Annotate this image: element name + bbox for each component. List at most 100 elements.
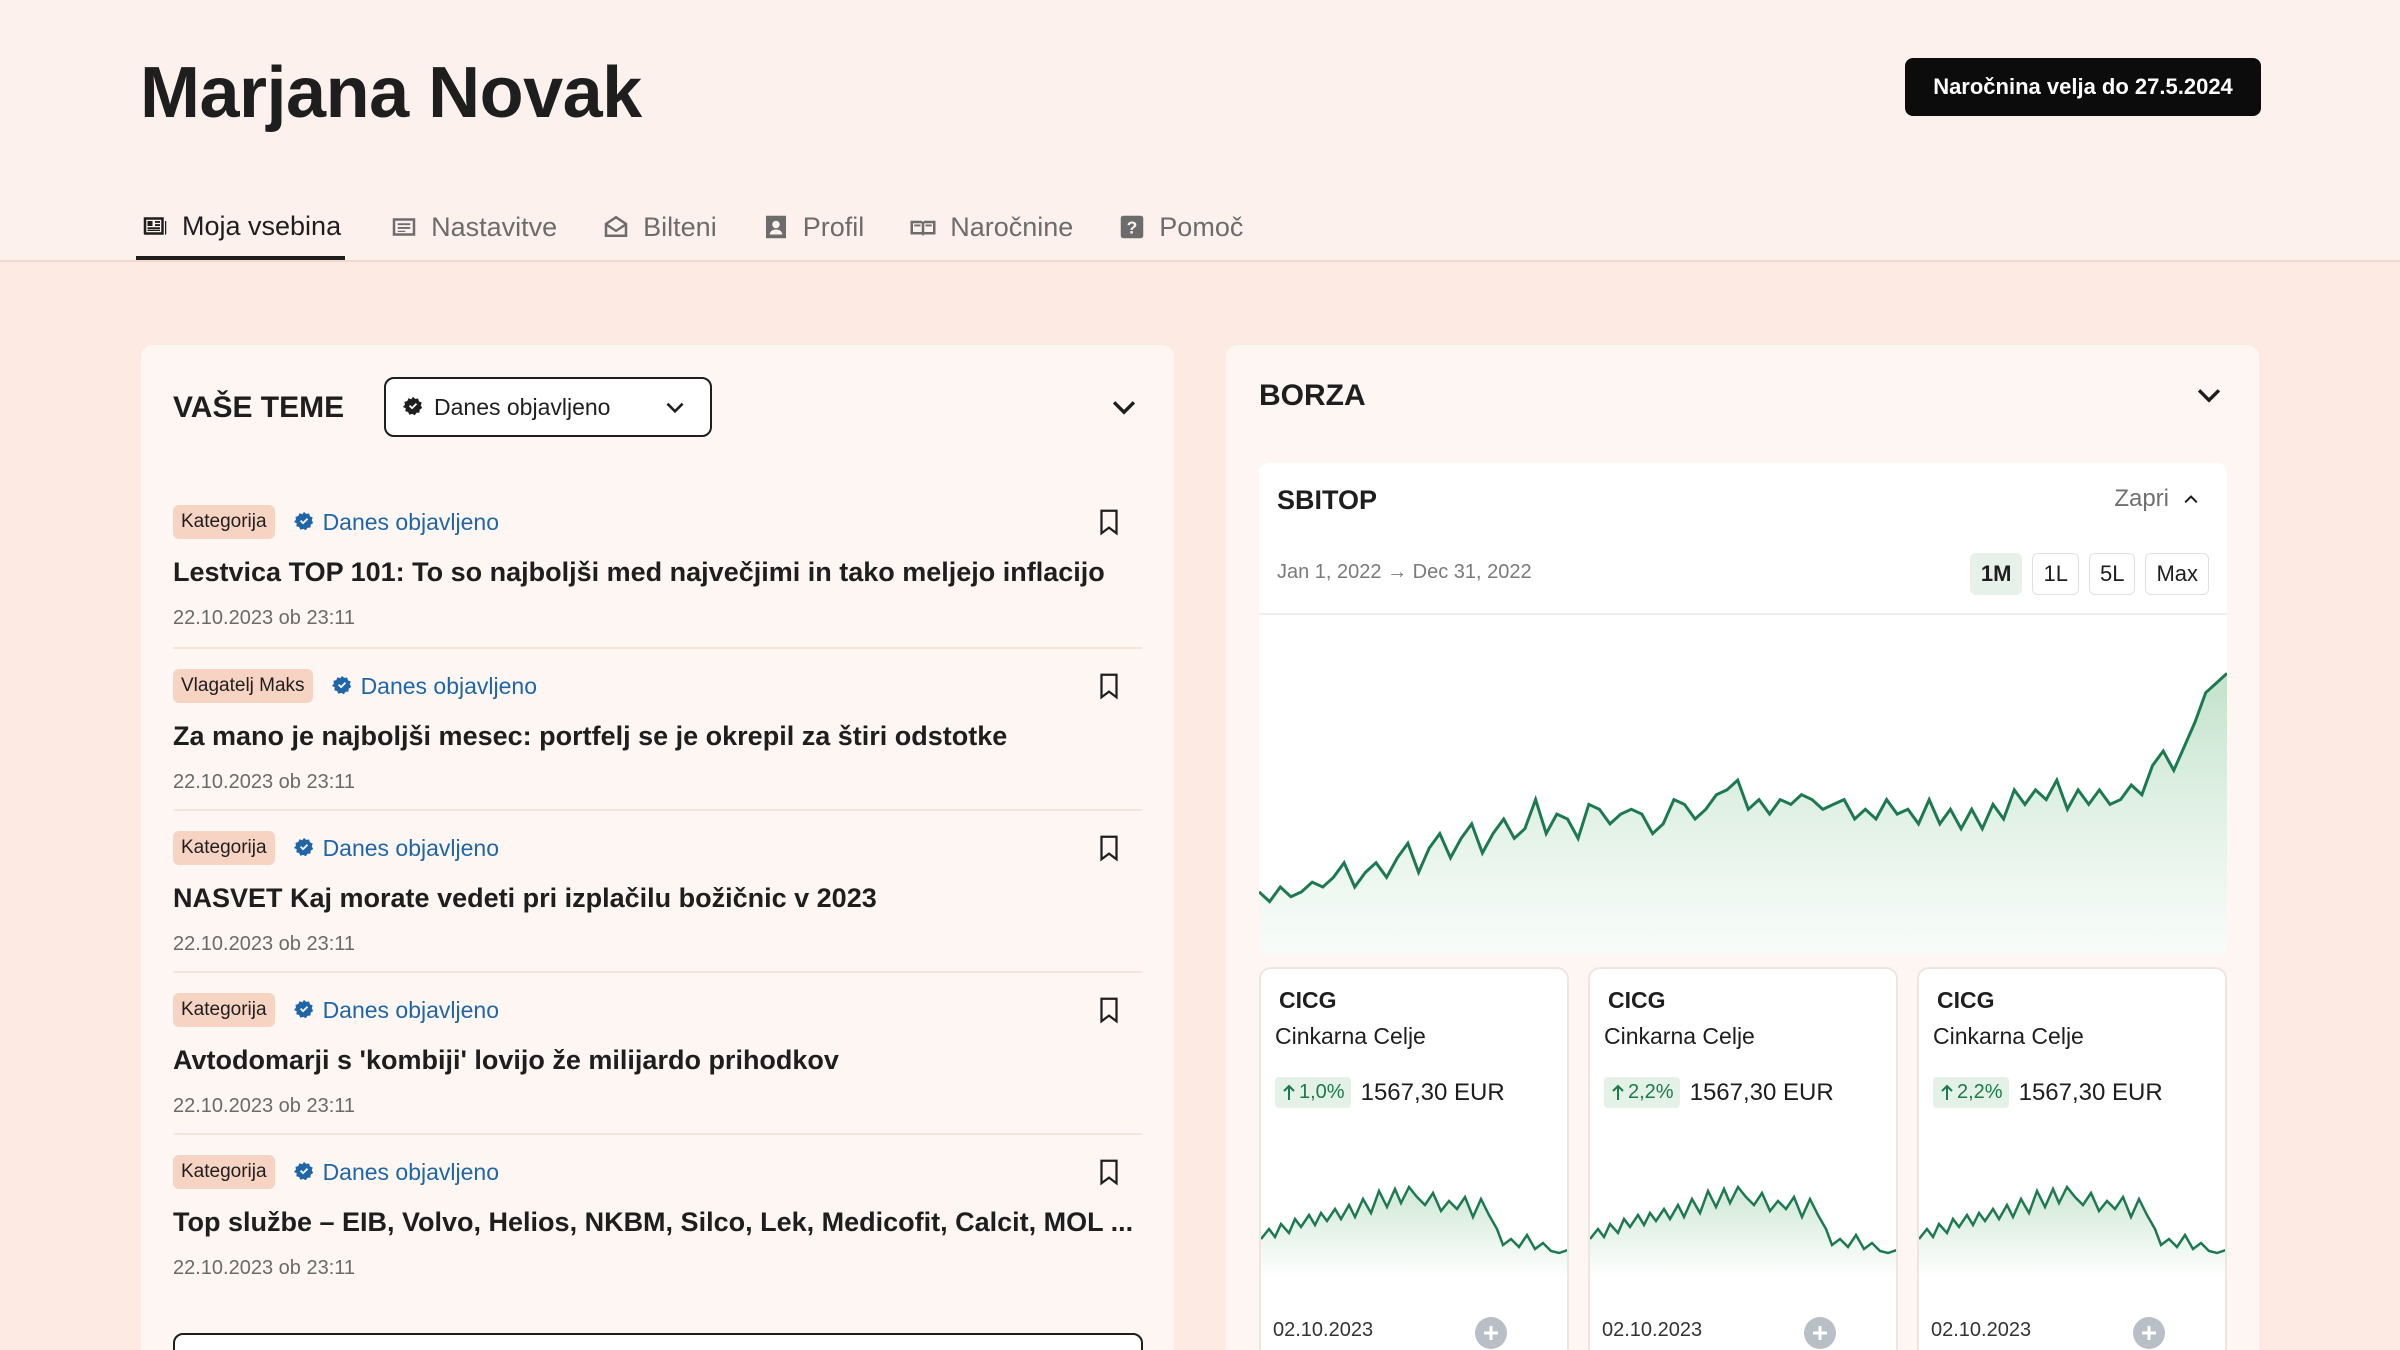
published-status: Danes objavljeno xyxy=(293,509,499,536)
period-1m-button[interactable]: 1M xyxy=(1969,553,2023,595)
stock-price: 1567,30 EUR xyxy=(1360,1078,1505,1106)
bookmark-icon[interactable] xyxy=(1094,505,1124,539)
bookmark-icon[interactable] xyxy=(1094,831,1124,865)
settings-list-icon xyxy=(392,218,416,236)
stock-date: 02.10.2023 xyxy=(1931,1319,2032,1341)
tab-bilteni[interactable]: Bilteni xyxy=(601,196,717,258)
category-tag[interactable]: Kategorija xyxy=(173,831,275,865)
dropdown-value: Danes objavljeno xyxy=(434,393,611,420)
bookmark-icon[interactable] xyxy=(1094,1155,1124,1189)
article-date: 22.10.2023 ob 23:11 xyxy=(173,1095,356,1117)
topics-card: VAŠE TEME Danes objavljeno Kategorija Da… xyxy=(141,345,1174,1350)
article-title[interactable]: Top službe – EIB, Volvo, Helios, NKBM, S… xyxy=(173,1207,1134,1237)
article-title[interactable]: NASVET Kaj morate vedeti pri izplačilu b… xyxy=(173,883,877,913)
period-selector: 1M 1L 5L Max xyxy=(1969,553,2209,595)
help-icon: ? xyxy=(1121,215,1144,239)
category-tag[interactable]: Kategorija xyxy=(173,505,275,539)
status-label: Danes objavljeno xyxy=(322,1158,500,1185)
stock-sparkline xyxy=(1590,1184,1896,1279)
add-stock-button[interactable] xyxy=(1475,1317,1507,1349)
more-articles-button[interactable] xyxy=(173,1333,1143,1350)
published-status: Danes objavljeno xyxy=(293,997,499,1024)
article-title[interactable]: Lestvica TOP 101: To so najboljši med na… xyxy=(173,557,1105,587)
tab-pomoc[interactable]: ? Pomoč xyxy=(1117,196,1243,258)
stock-change-badge: 1,0% xyxy=(1275,1077,1351,1108)
tab-nastavitve[interactable]: Nastavitve xyxy=(389,196,557,258)
stock-card[interactable]: CICG Cinkarna Celje 2,2% 1567,30 EUR 02.… xyxy=(1917,967,2227,1350)
collapse-chevron-icon[interactable] xyxy=(2192,379,2226,413)
bookmark-icon[interactable] xyxy=(1094,669,1124,703)
tab-moja-vsebina[interactable]: Moja vsebina xyxy=(136,196,346,260)
article-date: 22.10.2023 ob 23:11 xyxy=(173,771,356,793)
tab-label: Pomoč xyxy=(1159,211,1244,242)
index-chart-card: SBITOP Zapri Jan 1, 2022 → Dec 31, 2022 … xyxy=(1259,463,2227,955)
sparkline-line xyxy=(1590,1184,1896,1255)
stock-change-badge: 2,2% xyxy=(1604,1077,1680,1108)
chart-date-range: Jan 1, 2022 → Dec 31, 2022 xyxy=(1277,561,1532,583)
bookmark-icon[interactable] xyxy=(1094,993,1124,1027)
change-value: 2,2% xyxy=(1957,1081,2003,1103)
account-header: Marjana Novak Naročnina velja do 27.5.20… xyxy=(0,0,2400,262)
subscription-badge[interactable]: Naročnina velja do 27.5.2024 xyxy=(1905,58,2261,116)
market-title: BORZA xyxy=(1259,379,1366,412)
published-status: Danes objavljeno xyxy=(293,835,499,862)
period-1l-button[interactable]: 1L xyxy=(2032,553,2079,595)
stock-date: 02.10.2023 xyxy=(1273,1319,1374,1341)
period-max-button[interactable]: Max xyxy=(2145,553,2209,595)
badge-gear-icon xyxy=(402,396,423,416)
badge-gear-icon xyxy=(293,837,313,857)
subscription-icon xyxy=(910,220,936,236)
add-stock-button[interactable] xyxy=(2133,1317,2165,1349)
change-value: 2,2% xyxy=(1628,1081,1674,1103)
collapse-chevron-icon[interactable] xyxy=(1107,391,1141,425)
close-chart-button[interactable]: Zapri xyxy=(2114,485,2201,513)
close-label: Zapri xyxy=(2114,485,2169,512)
topics-filter-dropdown[interactable]: Danes objavljeno xyxy=(384,377,712,437)
stock-card[interactable]: CICG Cinkarna Celje 1,0% 1567,30 EUR 02.… xyxy=(1259,967,1569,1350)
published-status: Danes objavljeno xyxy=(331,673,537,700)
tab-label: Nastavitve xyxy=(431,211,558,242)
stock-ticker: CICG xyxy=(1608,987,1666,1013)
index-name: SBITOP xyxy=(1277,485,1378,515)
article-title[interactable]: Za mano je najboljši mesec: portfelj se … xyxy=(173,721,1008,751)
list-item[interactable]: Kategorija Danes objavljeno NASVET Kaj m… xyxy=(173,809,1142,971)
article-date: 22.10.2023 ob 23:11 xyxy=(173,1257,356,1279)
stock-change-badge: 2,2% xyxy=(1933,1077,2009,1108)
status-label: Danes objavljeno xyxy=(360,672,538,699)
list-item[interactable]: Kategorija Danes objavljeno Avtodomarji … xyxy=(173,971,1142,1133)
badge-gear-icon xyxy=(293,1161,313,1181)
chevron-down-icon xyxy=(666,402,684,414)
profile-icon xyxy=(765,215,786,239)
stock-company: Cinkarna Celje xyxy=(1275,1023,1426,1049)
sparkline-fill xyxy=(1261,1187,1567,1279)
stock-card[interactable]: CICG Cinkarna Celje 2,2% 1567,30 EUR 02.… xyxy=(1588,967,1898,1350)
period-5l-button[interactable]: 5L xyxy=(2088,553,2136,595)
sparkline-fill xyxy=(1590,1187,1896,1279)
tab-profil[interactable]: Profil xyxy=(761,196,864,258)
category-tag[interactable]: Kategorija xyxy=(173,1155,275,1189)
chart-area-fill xyxy=(1259,673,2227,955)
category-tag[interactable]: Kategorija xyxy=(173,993,275,1027)
chart-series-line xyxy=(1259,672,2227,904)
article-date: 22.10.2023 ob 23:11 xyxy=(173,933,356,955)
arrow-up-icon xyxy=(1283,1084,1295,1100)
article-list: Kategorija Danes objavljeno Lestvica TOP… xyxy=(173,485,1142,1295)
list-item[interactable]: Vlagatelj Maks Danes objavljeno Za mano … xyxy=(173,647,1142,809)
add-stock-button[interactable] xyxy=(1804,1317,1836,1349)
list-item[interactable]: Kategorija Danes objavljeno Top službe –… xyxy=(173,1133,1142,1295)
status-label: Danes objavljeno xyxy=(322,996,500,1023)
change-value: 1,0% xyxy=(1299,1081,1345,1103)
tab-narocnine[interactable]: Naročnine xyxy=(908,196,1073,258)
stock-company: Cinkarna Celje xyxy=(1933,1023,2084,1049)
stock-company: Cinkarna Celje xyxy=(1604,1023,1755,1049)
badge-gear-icon xyxy=(293,511,313,531)
category-tag[interactable]: Vlagatelj Maks xyxy=(173,669,313,703)
tab-label: Moja vsebina xyxy=(182,210,342,241)
tab-label: Bilteni xyxy=(643,211,717,242)
article-title[interactable]: Avtodomarji s 'kombiji' lovijo že milija… xyxy=(173,1045,839,1075)
chevron-up-icon xyxy=(2184,495,2198,504)
list-item[interactable]: Kategorija Danes objavljeno Lestvica TOP… xyxy=(173,485,1142,647)
svg-text:?: ? xyxy=(1127,217,1138,237)
user-name: Marjana Novak xyxy=(140,53,642,133)
stock-price: 1567,30 EUR xyxy=(2018,1078,2163,1106)
